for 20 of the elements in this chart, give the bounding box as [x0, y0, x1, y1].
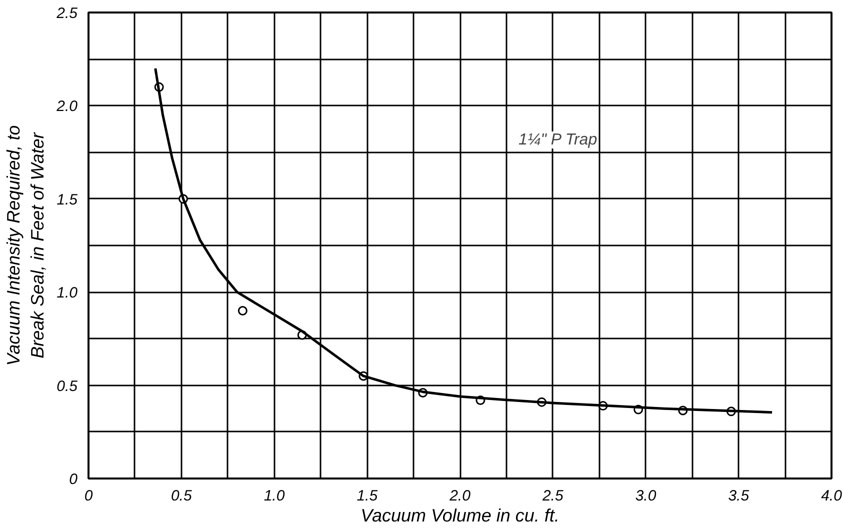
x-tick-label: 3.5: [728, 488, 750, 504]
x-axis-title: Vacuum Volume in cu. ft.: [360, 506, 560, 526]
y-axis-title: Vacuum Intensity Required, to Break Seal, in Feet of Water: [4, 125, 48, 366]
y-tick-label: 1.5: [56, 191, 78, 208]
x-tick-label: 0.5: [170, 488, 192, 504]
x-tick-label: 4.0: [821, 488, 843, 504]
y-tick-label: 0.5: [56, 378, 78, 395]
x-tick-label: 2.0: [448, 488, 472, 504]
y-tick-label: 0: [69, 471, 78, 488]
y-tick-label: 1.0: [56, 284, 78, 302]
x-tick-label: 3.0: [635, 488, 657, 504]
x-tick-label: 2.5: [541, 488, 564, 504]
y-tick-label: 2.5: [56, 5, 78, 22]
annotation: 1¼" P Trap: [518, 132, 598, 148]
line-series: [154, 67, 774, 414]
y-tick-label: 2.0: [56, 98, 78, 116]
x-tick-label: 1.5: [356, 488, 378, 504]
x-tick-label: 1.0: [264, 488, 286, 504]
point: [238, 306, 248, 316]
x-tick-label: 0: [84, 488, 94, 504]
